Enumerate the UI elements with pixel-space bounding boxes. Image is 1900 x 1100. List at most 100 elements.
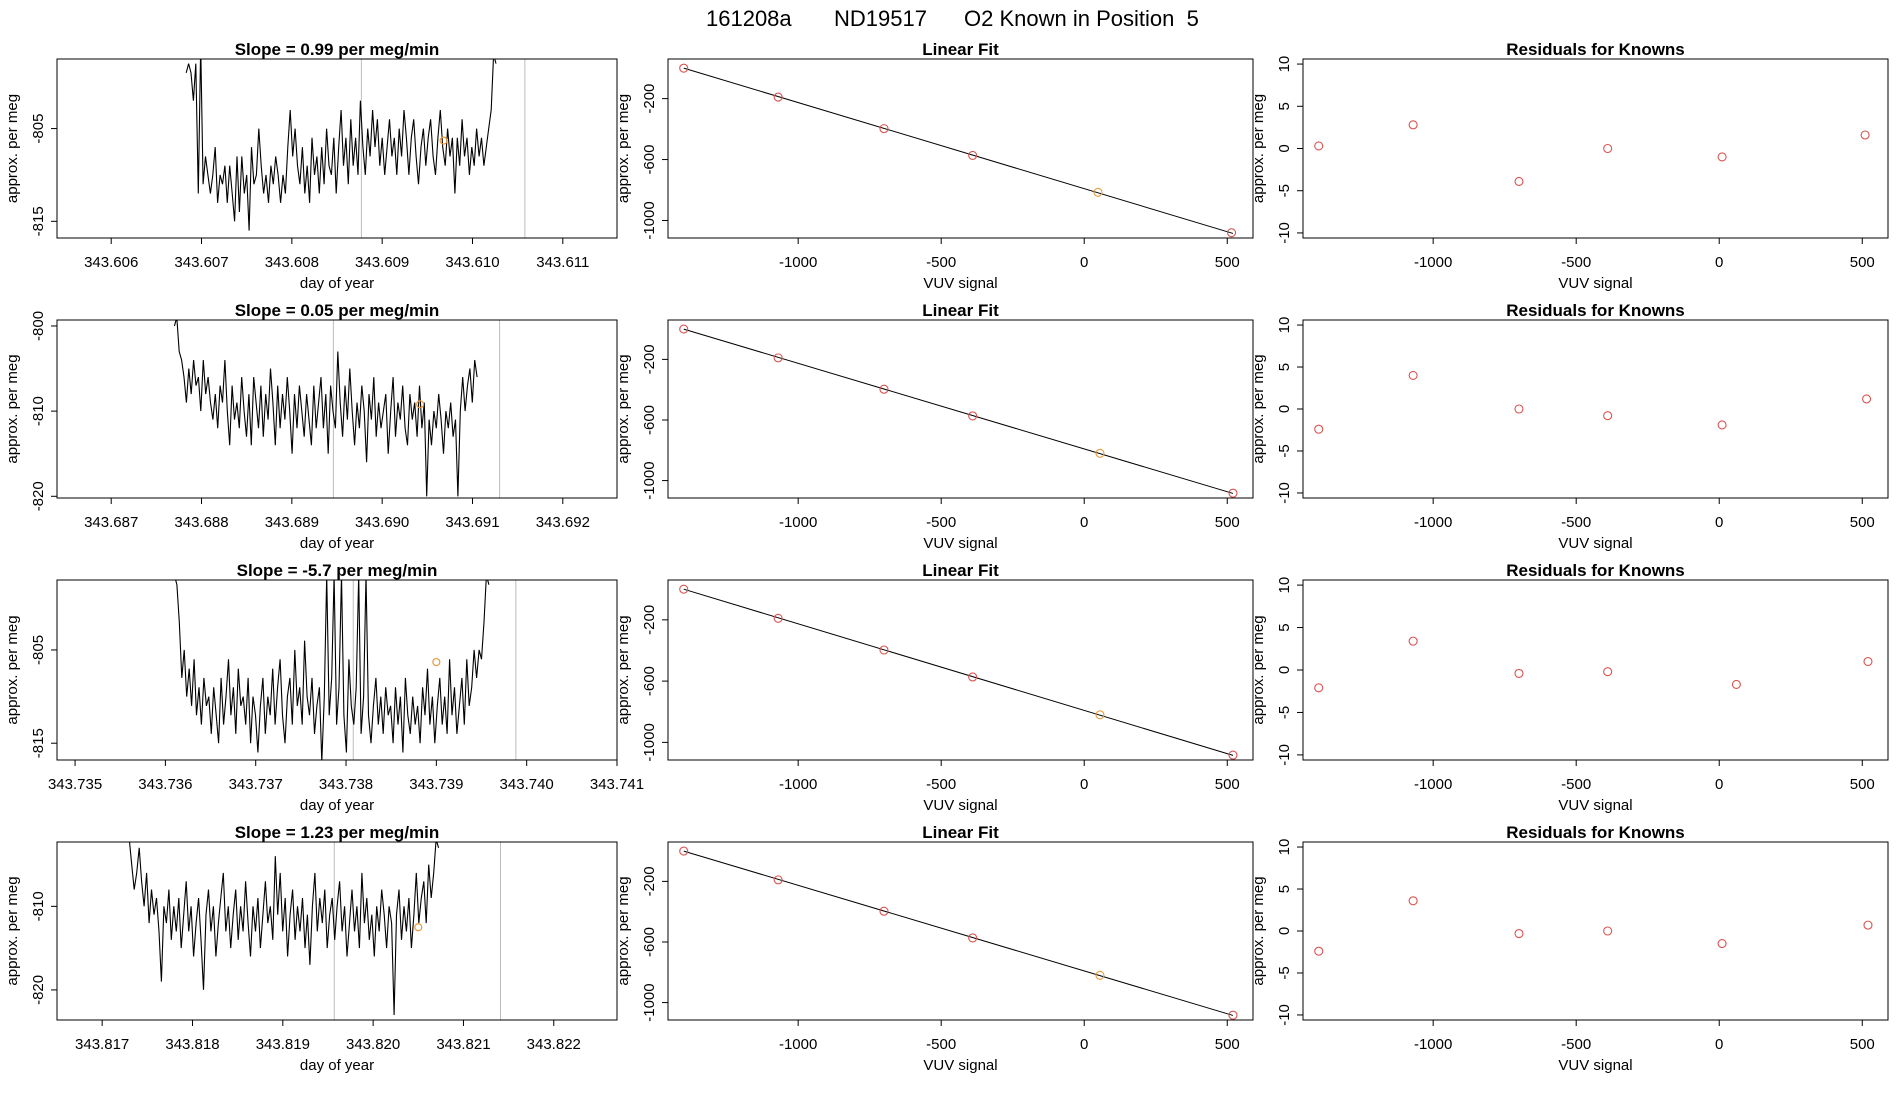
- data-point: [1717, 939, 1727, 949]
- data-point: [968, 672, 978, 682]
- panel-1-2: Linear Fit VUV signal approx. per meg -1000…: [615, 40, 1254, 292]
- data-point: [773, 92, 783, 102]
- x-tick-label: 343.606: [84, 254, 138, 271]
- plot-frame: [667, 579, 1254, 761]
- panel-4-3: Residuals for Knowns VUV signal approx. pe…: [1250, 823, 1889, 1074]
- x-tick-label: 343.822: [527, 1036, 581, 1053]
- x-tick-label: 343.741: [590, 776, 644, 793]
- suptitle: 161208a ND19517 O2 Known in Position 5: [706, 6, 1199, 31]
- y-axis-label: approx. per meg: [4, 354, 21, 463]
- x-tick-label: 343.821: [436, 1036, 490, 1053]
- x-tick-label: 343.689: [265, 514, 319, 531]
- x-tick-label: 500: [1850, 1036, 1875, 1053]
- x-tick-label: 500: [1215, 514, 1240, 531]
- x-axis-label: VUV signal: [1558, 535, 1632, 552]
- y-tick-label: -600: [641, 927, 658, 957]
- panel-2-2: Linear Fit VUV signal approx. per meg -1000…: [615, 301, 1254, 552]
- fit-line: [683, 850, 1234, 1016]
- x-tick-label: -1000: [1414, 776, 1452, 793]
- fit-line: [683, 67, 1234, 234]
- y-axis-label: approx. per meg: [1250, 94, 1267, 203]
- x-tick-label: -500: [1561, 776, 1591, 793]
- x-tick-label: -1000: [1414, 514, 1452, 531]
- x-tick-label: 343.817: [75, 1036, 129, 1053]
- data-point: [1717, 152, 1727, 162]
- panel-title: Slope = -5.7 per meg/min: [237, 561, 438, 580]
- y-tick-label: -10: [1276, 1004, 1293, 1026]
- x-tick-label: 500: [1215, 254, 1240, 271]
- x-tick-label: 500: [1215, 1036, 1240, 1053]
- data-point: [1314, 683, 1324, 693]
- data-point: [1860, 130, 1870, 140]
- data-point: [1603, 667, 1613, 677]
- data-point: [1603, 143, 1613, 154]
- x-axis-label: VUV signal: [923, 535, 997, 552]
- y-tick-label: -200: [641, 605, 658, 635]
- plot-frame: [667, 58, 1254, 239]
- x-tick-label: 0: [1715, 1036, 1723, 1053]
- data-point: [1603, 926, 1613, 936]
- plot-frame: [56, 58, 618, 239]
- x-tick-label: -500: [1561, 254, 1591, 271]
- y-tick-label: -5: [1276, 706, 1293, 719]
- sample-marker: [432, 657, 441, 667]
- y-tick-label: 10: [1276, 317, 1293, 334]
- data-point: [1514, 176, 1524, 186]
- x-tick-label: -1000: [779, 254, 817, 271]
- data-point: [968, 933, 978, 943]
- y-tick-label: -200: [641, 344, 658, 374]
- y-tick-label: -1000: [641, 461, 658, 499]
- plot-frame: [1302, 58, 1889, 239]
- y-tick-label: 0: [1276, 666, 1293, 674]
- y-tick-label: -815: [30, 206, 47, 236]
- data-point: [679, 63, 689, 73]
- x-tick-label: 0: [1080, 776, 1088, 793]
- data-point: [1314, 946, 1324, 956]
- y-axis-label: approx. per meg: [615, 615, 632, 724]
- plot-frame: [667, 841, 1254, 1021]
- y-tick-label: -800: [30, 311, 47, 341]
- x-tick-label: 500: [1850, 776, 1875, 793]
- data-point: [1514, 668, 1524, 678]
- sample-marker: [439, 136, 448, 145]
- y-tick-label: 5: [1276, 102, 1293, 110]
- y-tick-label: -820: [30, 975, 47, 1005]
- data-point: [879, 384, 889, 394]
- y-tick-label: -10: [1276, 744, 1293, 766]
- y-tick-label: 10: [1276, 839, 1293, 856]
- data-point: [879, 906, 889, 916]
- y-axis-label: approx. per meg: [615, 94, 632, 203]
- y-tick-label: -820: [30, 481, 47, 511]
- y-tick-label: 0: [1276, 405, 1293, 413]
- y-axis-label: approx. per meg: [4, 876, 21, 985]
- x-tick-label: -500: [926, 776, 956, 793]
- fit-line: [683, 328, 1234, 494]
- x-tick-label: 343.736: [138, 776, 192, 793]
- y-axis-label: approx. per meg: [4, 94, 21, 203]
- data-point: [879, 124, 889, 134]
- y-tick-label: 10: [1276, 577, 1293, 594]
- x-axis-label: VUV signal: [923, 275, 997, 292]
- panel-title: Residuals for Knowns: [1506, 301, 1685, 320]
- highlight-point: [1095, 710, 1105, 720]
- x-tick-label: 343.607: [174, 254, 228, 271]
- panel-1-3: Residuals for Knowns VUV signal approx. pe…: [1250, 40, 1889, 292]
- data-point: [968, 150, 978, 160]
- x-tick-label: -500: [1561, 514, 1591, 531]
- panel-1-1: Slope = 0.99 per meg/min day of year appro…: [4, 40, 618, 292]
- data-point: [1408, 370, 1418, 380]
- data-point: [1408, 896, 1418, 906]
- highlight-point: [1095, 448, 1105, 458]
- data-point: [1408, 120, 1418, 130]
- panel-grid: Slope = 0.99 per meg/min day of year appro…: [4, 40, 1889, 1074]
- y-tick-label: -10: [1276, 222, 1293, 244]
- y-tick-label: -600: [641, 666, 658, 696]
- x-tick-label: 343.740: [500, 776, 554, 793]
- plot-frame: [1302, 841, 1889, 1021]
- data-point: [1863, 656, 1873, 667]
- y-tick-label: 0: [1276, 144, 1293, 152]
- x-tick-label: -1000: [779, 1036, 817, 1053]
- data-point: [968, 411, 978, 421]
- y-tick-label: 5: [1276, 623, 1293, 631]
